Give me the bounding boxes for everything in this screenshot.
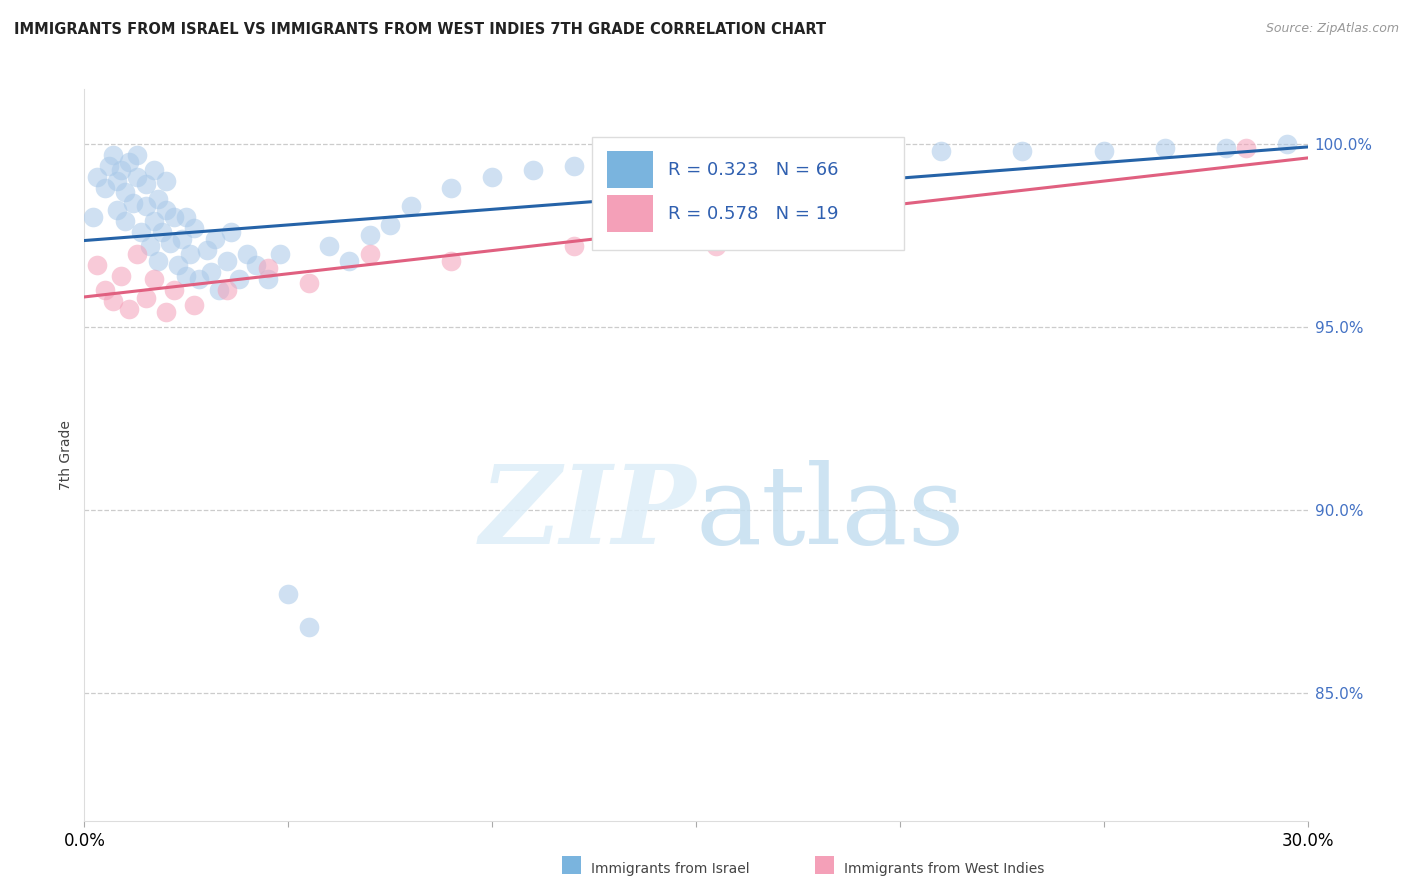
Point xyxy=(159,235,181,250)
Point xyxy=(228,272,250,286)
Point xyxy=(277,587,299,601)
Point xyxy=(1277,136,1299,151)
Point xyxy=(318,239,340,253)
Point xyxy=(105,202,128,217)
Point xyxy=(127,169,149,184)
Point xyxy=(93,283,117,297)
Point xyxy=(179,246,201,260)
Point xyxy=(176,210,198,224)
Point xyxy=(155,202,177,217)
Point xyxy=(217,254,239,268)
Point xyxy=(298,276,321,290)
Point xyxy=(481,169,503,184)
Point xyxy=(114,214,136,228)
Point xyxy=(208,283,231,297)
Point xyxy=(1154,141,1177,155)
Point xyxy=(848,148,870,162)
Point xyxy=(359,246,381,260)
Point xyxy=(217,283,239,297)
FancyBboxPatch shape xyxy=(592,136,904,250)
Point xyxy=(101,148,124,162)
Point xyxy=(135,199,157,213)
Point xyxy=(127,246,149,260)
Bar xyxy=(815,856,834,874)
Text: Immigrants from West Indies: Immigrants from West Indies xyxy=(844,862,1045,876)
Bar xyxy=(606,195,654,232)
Point xyxy=(82,210,104,224)
Point xyxy=(644,155,666,169)
Point xyxy=(1236,141,1258,155)
Point xyxy=(142,162,165,177)
Point xyxy=(127,148,149,162)
Point xyxy=(183,221,205,235)
Point xyxy=(86,169,108,184)
Point xyxy=(146,192,169,206)
Point xyxy=(122,195,145,210)
Y-axis label: 7th Grade: 7th Grade xyxy=(59,420,73,490)
Point xyxy=(142,272,165,286)
Point xyxy=(187,272,209,286)
Point xyxy=(1092,145,1115,159)
Point xyxy=(380,218,402,232)
Point xyxy=(440,254,463,268)
Point xyxy=(86,258,108,272)
Point xyxy=(1215,141,1237,155)
Point xyxy=(440,181,463,195)
Point xyxy=(269,246,291,260)
Point xyxy=(200,265,222,279)
Point xyxy=(150,225,173,239)
Point xyxy=(146,254,169,268)
Text: IMMIGRANTS FROM ISRAEL VS IMMIGRANTS FROM WEST INDIES 7TH GRADE CORRELATION CHAR: IMMIGRANTS FROM ISRAEL VS IMMIGRANTS FRO… xyxy=(14,22,827,37)
Point xyxy=(257,261,280,276)
Point xyxy=(138,239,160,253)
Point xyxy=(155,173,177,187)
Text: Immigrants from Israel: Immigrants from Israel xyxy=(591,862,749,876)
Point xyxy=(339,254,361,268)
Point xyxy=(110,268,132,283)
Point xyxy=(101,294,124,309)
Point xyxy=(93,181,117,195)
Point xyxy=(204,232,226,246)
Point xyxy=(562,159,585,173)
Point xyxy=(1011,145,1033,159)
Point xyxy=(118,155,141,169)
Point xyxy=(167,258,190,272)
Point xyxy=(163,210,186,224)
Point xyxy=(236,246,259,260)
Point xyxy=(110,162,132,177)
Point xyxy=(131,225,153,239)
Point xyxy=(219,225,242,239)
Point xyxy=(135,178,157,192)
Text: R = 0.323   N = 66: R = 0.323 N = 66 xyxy=(668,161,838,178)
Point xyxy=(562,239,585,253)
Point xyxy=(135,291,157,305)
Point xyxy=(706,239,728,253)
Point xyxy=(97,159,120,173)
Point xyxy=(176,268,198,283)
Point xyxy=(257,272,280,286)
Point xyxy=(163,283,186,297)
Bar xyxy=(606,152,654,188)
Bar xyxy=(562,856,581,874)
Point xyxy=(399,199,422,213)
Point xyxy=(155,305,177,319)
Text: ZIP: ZIP xyxy=(479,459,696,567)
Point xyxy=(929,145,952,159)
Point xyxy=(298,620,321,634)
Point xyxy=(118,301,141,316)
Text: atlas: atlas xyxy=(696,460,966,567)
Point xyxy=(183,298,205,312)
Point xyxy=(706,152,728,166)
Point xyxy=(245,258,267,272)
Point xyxy=(766,148,789,162)
Point xyxy=(195,243,218,257)
Text: R = 0.578   N = 19: R = 0.578 N = 19 xyxy=(668,204,838,222)
Point xyxy=(114,185,136,199)
Point xyxy=(142,214,165,228)
Point xyxy=(522,162,544,177)
Point xyxy=(359,228,381,243)
Point xyxy=(105,173,128,187)
Point xyxy=(172,232,194,246)
Text: Source: ZipAtlas.com: Source: ZipAtlas.com xyxy=(1265,22,1399,36)
